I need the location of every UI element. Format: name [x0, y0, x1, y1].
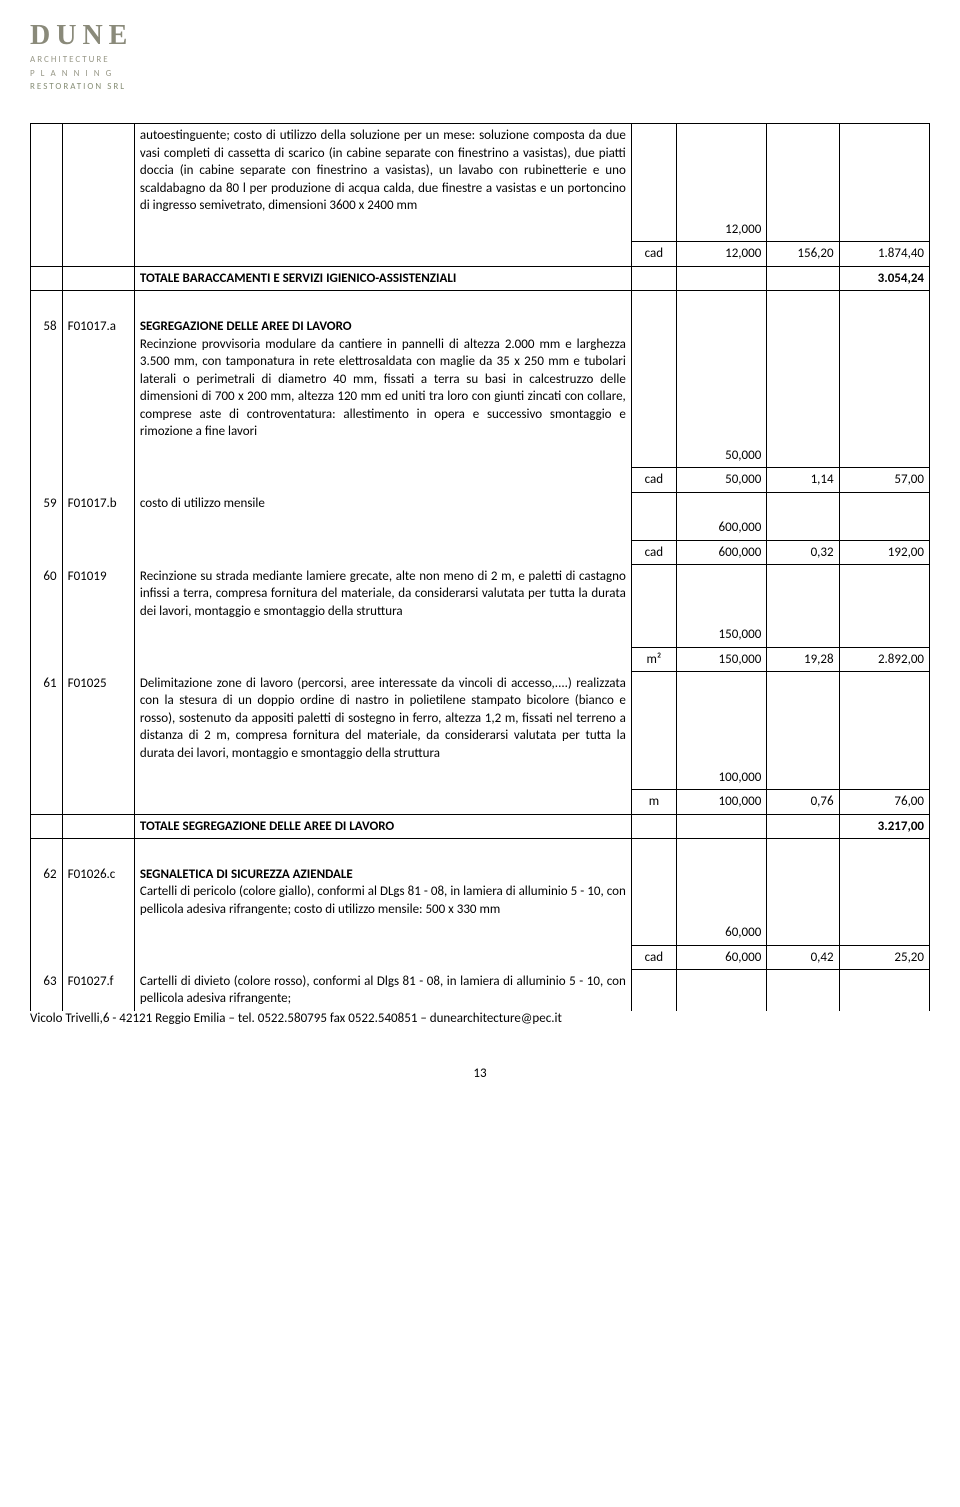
r61-desc: Delimitazione zone di lavoro (percorsi, …	[134, 672, 631, 766]
r61-code: F01025	[62, 672, 134, 766]
r63-n: 63	[31, 970, 63, 1011]
logo-line3: RESTORATION SRL	[30, 81, 930, 93]
intro-qty1: 12,000	[676, 218, 766, 242]
r60-code: F01019	[62, 565, 134, 624]
r59-q1: 600,000	[676, 516, 766, 540]
r61-p: 0,76	[767, 790, 839, 815]
r62-q2: 60,000	[676, 945, 766, 970]
footer-text: Vicolo Trivelli,6 - 42121 Reggio Emilia …	[30, 1011, 930, 1026]
r58-desc: Recinzione provvisoria modulare da canti…	[140, 337, 626, 440]
r59-code: F01017.b	[62, 492, 134, 516]
r62-a: 25,20	[839, 945, 929, 970]
page-number: 13	[30, 1066, 930, 1081]
r59-q2: 600,000	[676, 540, 766, 565]
r62-desc: Cartelli di pericolo (colore giallo), co…	[140, 884, 626, 917]
logo: DUNE ARCHITECTURE P L A N N I N G RESTOR…	[30, 20, 930, 93]
r60-q2: 150,000	[676, 647, 766, 672]
logo-title: DUNE	[30, 20, 930, 52]
cell-blank	[62, 124, 134, 218]
logo-line1: ARCHITECTURE	[30, 54, 930, 66]
r58-p: 1,14	[767, 468, 839, 493]
intro-desc: autoestinguente; costo di utilizzo della…	[134, 124, 631, 218]
r58-u: cad	[631, 468, 676, 493]
r60-p: 19,28	[767, 647, 839, 672]
r61-q2: 100,000	[676, 790, 766, 815]
r59-n: 59	[31, 492, 63, 516]
r58-n: 58	[31, 315, 63, 444]
r60-u: m²	[631, 647, 676, 672]
sec1-total-label: TOTALE SEGREGAZIONE DELLE AREE DI LAVORO	[134, 814, 631, 839]
r60-n: 60	[31, 565, 63, 624]
r62-desc-cell: SEGNALETICA DI SICUREZZA AZIENDALE Carte…	[134, 863, 631, 922]
r60-q1: 150,000	[676, 623, 766, 647]
r61-a: 76,00	[839, 790, 929, 815]
r58-q2: 50,000	[676, 468, 766, 493]
r60-desc: Recinzione su strada mediante lamiere gr…	[134, 565, 631, 624]
r59-a: 192,00	[839, 540, 929, 565]
logo-line2: P L A N N I N G	[30, 68, 930, 80]
r62-q1: 60,000	[676, 921, 766, 945]
r59-desc: costo di utilizzo mensile	[134, 492, 631, 516]
sec2-title: SEGNALETICA DI SICUREZZA AZIENDALE	[140, 867, 353, 882]
r61-n: 61	[31, 672, 63, 766]
r62-p: 0,42	[767, 945, 839, 970]
r61-u: m	[631, 790, 676, 815]
intro-amount: 1.874,40	[839, 242, 929, 267]
cell-blank	[676, 124, 766, 218]
r62-n: 62	[31, 863, 63, 922]
r58-desc-cell: SEGREGAZIONE DELLE AREE DI LAVORO Recinz…	[134, 315, 631, 444]
intro-qty2: 12,000	[676, 242, 766, 267]
r58-code: F01017.a	[62, 315, 134, 444]
r61-q1: 100,000	[676, 766, 766, 790]
r62-code: F01026.c	[62, 863, 134, 922]
cell-blank	[767, 124, 839, 218]
intro-unit: cad	[631, 242, 676, 267]
sec1-total-amount: 3.217,00	[839, 814, 929, 839]
r63-code: F01027.f	[62, 970, 134, 1011]
cell-blank	[31, 124, 63, 218]
r59-u: cad	[631, 540, 676, 565]
intro-total-amount: 3.054,24	[839, 266, 929, 291]
cell-blank	[631, 124, 676, 218]
pricing-table: autoestinguente; costo di utilizzo della…	[30, 123, 930, 1011]
r60-a: 2.892,00	[839, 647, 929, 672]
cell-blank	[839, 124, 929, 218]
intro-total-label: TOTALE BARACCAMENTI E SERVIZI IGIENICO-A…	[134, 266, 631, 291]
r59-p: 0,32	[767, 540, 839, 565]
r63-desc: Cartelli di divieto (colore rosso), conf…	[134, 970, 631, 1011]
intro-price: 156,20	[767, 242, 839, 267]
r62-u: cad	[631, 945, 676, 970]
sec1-title: SEGREGAZIONE DELLE AREE DI LAVORO	[140, 319, 352, 334]
r58-a: 57,00	[839, 468, 929, 493]
r58-q1: 50,000	[676, 444, 766, 468]
